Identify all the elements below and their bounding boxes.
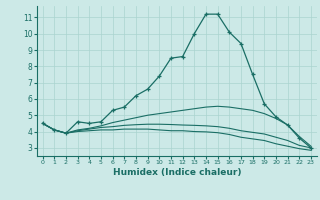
X-axis label: Humidex (Indice chaleur): Humidex (Indice chaleur) bbox=[113, 168, 241, 177]
